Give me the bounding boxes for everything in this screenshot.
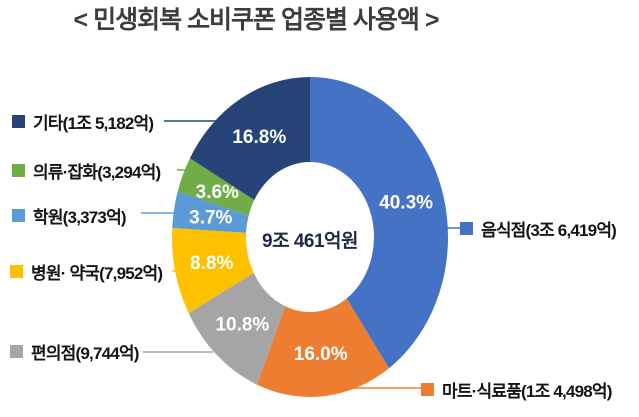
leader-line-convenience-store [143, 351, 213, 353]
donut-slice-0 [310, 77, 449, 369]
donut-slice-4 [172, 191, 249, 233]
leader-line-mart-food [350, 387, 422, 389]
leader-line-academy [141, 212, 178, 214]
legend-item-restaurant: 음식점(3조 6,419억) [460, 218, 617, 240]
legend-item-clothing-misc: 의류·잡화(3,294억) [12, 160, 161, 182]
legend-label-mart-food: 마트·식료품(1조 4,498억) [442, 381, 612, 401]
donut-percent-label-1: 16.0% [294, 344, 348, 365]
donut-center-total: 9조 461억원 [262, 231, 359, 252]
donut-slice-5 [177, 158, 255, 216]
legend-item-convenience-store: 편의점(9,744억) [10, 341, 139, 363]
donut-percent-label-5: 3.6% [196, 182, 239, 203]
legend-swatch-convenience-store [10, 344, 23, 358]
legend-swatch-clothing-misc [12, 163, 25, 177]
legend-swatch-restaurant [460, 221, 473, 235]
leader-line-others [164, 120, 228, 122]
chart-title: < 민생회복 소비쿠폰 업종별 사용액 > [73, 6, 440, 34]
legend-item-mart-food: 마트·식료품(1조 4,498억) [421, 379, 612, 401]
donut-slice-2 [188, 272, 286, 385]
legend-swatch-others [12, 114, 25, 128]
donut-percent-label-6: 16.8% [232, 127, 286, 148]
donut-slice-6 [189, 77, 310, 200]
donut-slice-1 [256, 298, 389, 397]
donut-percent-label-2: 10.8% [215, 314, 269, 335]
donut-percent-label-3: 8.8% [190, 253, 233, 274]
legend-swatch-hospital-pharmacy [10, 264, 23, 278]
legend-item-others: 기타(1조 5,182억) [12, 111, 154, 133]
legend-swatch-mart-food [421, 382, 434, 396]
legend-label-others: 기타(1조 5,182억) [33, 113, 154, 133]
legend-label-convenience-store: 편의점(9,744억) [31, 343, 139, 363]
legend-label-clothing-misc: 의류·잡화(3,294억) [33, 162, 161, 182]
legend-label-hospital-pharmacy: 병원· 약국(7,952억) [31, 263, 163, 283]
donut-slice-3 [171, 228, 254, 314]
leader-line-restaurant [447, 227, 461, 229]
legend-label-restaurant: 음식점(3조 6,419억) [481, 220, 617, 240]
legend-item-hospital-pharmacy: 병원· 약국(7,952억) [10, 261, 163, 283]
legend-label-academy: 학원(3,373억) [33, 207, 127, 227]
donut-percent-label-4: 3.7% [189, 208, 232, 229]
donut-percent-label-0: 40.3% [379, 193, 433, 214]
legend-item-academy: 학원(3,373억) [12, 205, 127, 227]
legend-swatch-academy [12, 208, 25, 222]
